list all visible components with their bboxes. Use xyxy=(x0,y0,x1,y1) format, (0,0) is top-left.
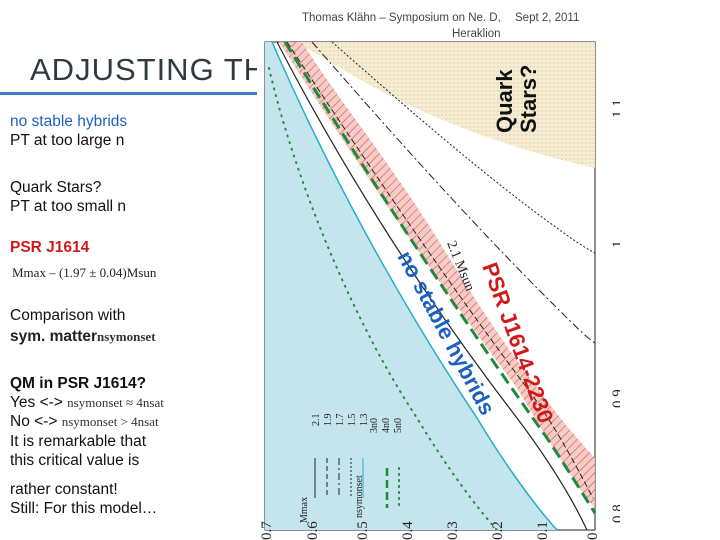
right-tick-2: 1 xyxy=(610,241,620,249)
remark-3: rather constant! xyxy=(10,481,118,498)
right-tick-4: 0.8 xyxy=(610,504,620,523)
bottom-tick-3: 0.5 xyxy=(355,521,371,540)
remark-4: Still: For this model… xyxy=(10,500,158,517)
header-date: Sept 2, 2011 xyxy=(515,12,580,24)
qm-heading: QM in PSR J1614? xyxy=(10,375,147,392)
psr-formula: Mmax – (1.97 ± 0.04)Msun xyxy=(12,265,157,280)
legend-onset-title: nsymonset xyxy=(354,475,365,518)
title-rule xyxy=(0,92,270,95)
no-formula: nsymonset > 4nsat xyxy=(61,414,159,429)
no-stable-heading: no stable hybrids xyxy=(10,113,128,130)
legend-mass-1: 2.1 xyxy=(311,414,322,427)
no-line: No <-> nsymonset > 4nsat xyxy=(10,412,159,431)
quark-stars-label: Quark Stars? xyxy=(492,65,541,133)
legend-onset-3: 5n0 xyxy=(393,418,404,433)
bottom-tick-1: 0.7 xyxy=(259,521,275,540)
legend-onset-1: 3n0 xyxy=(369,418,380,433)
bottom-tick-8: 0 xyxy=(585,533,601,540)
yes-label: Yes <-> xyxy=(10,394,63,411)
yes-line: Yes <-> nsymonset ≈ 4nsat xyxy=(10,393,164,412)
psr-heading: PSR J1614 xyxy=(10,239,90,256)
comparison-label: sym. matter xyxy=(10,328,98,345)
bottom-tick-2: 0.6 xyxy=(305,521,321,540)
legend-mass-2: 1.9 xyxy=(323,414,334,427)
slide-title: ADJUSTING TH xyxy=(30,52,268,87)
quark-stars-heading: Quark Stars? xyxy=(10,179,102,196)
figure-legend: Mmax 2.1 1.9 1.7 1.5 1.3 nsymonset 3n0 4… xyxy=(299,414,404,524)
yes-formula: nsymonset ≈ 4nsat xyxy=(67,395,164,410)
comparison-line1: Comparison with xyxy=(10,307,126,324)
phase-diagram-figure: Quark Stars? PSR J1614-2230 no stable hy… xyxy=(257,38,620,540)
remark-1: It is remarkable that xyxy=(10,433,147,450)
legend-mass-5: 1.3 xyxy=(359,414,370,427)
eta-axis-label: ηD xyxy=(619,271,620,293)
legend-swatches xyxy=(314,458,400,509)
bottom-tick-6: 0.2 xyxy=(490,521,506,540)
legend-mass-3: 1.7 xyxy=(335,414,346,427)
no-stable-region xyxy=(265,42,557,530)
bottom-tick-4: 0.4 xyxy=(400,521,416,540)
legend-onset-2: 4n0 xyxy=(381,418,392,433)
quark-stars-region xyxy=(297,42,595,168)
comparison-symbol: nsymonset xyxy=(97,329,156,344)
header-place: Heraklion xyxy=(452,28,501,40)
right-tick-1: 1.1 xyxy=(610,99,620,118)
no-label: No <-> xyxy=(10,413,58,430)
no-stable-desc: PT at too large n xyxy=(10,132,125,149)
svg-text:Quark: Quark xyxy=(492,69,517,133)
svg-text:Stars?: Stars? xyxy=(516,65,541,133)
header-author: Thomas Klähn – Symposium on Ne. D, xyxy=(302,12,501,24)
remark-2: this critical value is xyxy=(10,452,140,469)
right-tick-3: 0.9 xyxy=(610,389,620,408)
comparison-line2: sym. matternsymonset xyxy=(10,327,156,346)
bottom-tick-7: 0.1 xyxy=(535,521,551,540)
bottom-tick-5: 0.3 xyxy=(445,521,461,540)
legend-mass-title: Mmax xyxy=(299,497,310,523)
quark-stars-desc: PT at too small n xyxy=(10,198,127,215)
legend-mass-4: 1.5 xyxy=(347,414,358,427)
